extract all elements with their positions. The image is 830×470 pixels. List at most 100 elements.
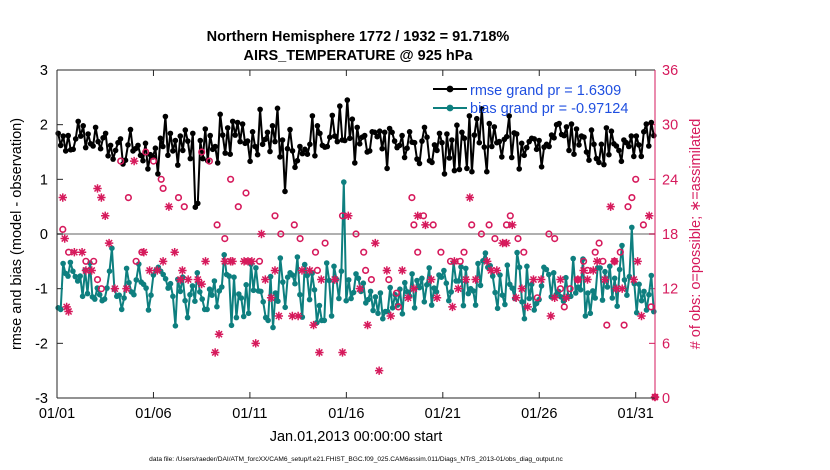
rmse-point	[200, 155, 206, 162]
bias-point	[477, 282, 484, 289]
rmse-point	[641, 129, 647, 135]
rmse-point	[95, 138, 101, 145]
bias-point	[360, 280, 367, 287]
possible-obs-marker	[132, 257, 140, 265]
y-right-tick-label: 24	[662, 172, 678, 188]
bias-point	[489, 273, 496, 279]
assimilated-obs-marker	[139, 248, 149, 257]
possible-obs-marker	[213, 221, 221, 229]
assimilated-obs-marker	[197, 279, 206, 289]
x-tick-labels: 01/01 01/06 01/11 01/16 01/21 01/26 01/31	[39, 406, 654, 422]
possible-obs-marker	[429, 221, 437, 229]
rmse-point	[117, 136, 124, 142]
rmse-point	[214, 160, 221, 166]
bias-point	[616, 266, 623, 273]
possible-obs-marker	[180, 203, 188, 211]
assimilated-obs-marker	[529, 275, 538, 284]
possible-obs-marker	[313, 266, 322, 275]
rmse-point	[264, 129, 271, 136]
bias-point	[301, 261, 308, 268]
assimilated-obs-marker	[454, 284, 463, 293]
possible-obs-marker	[595, 239, 603, 247]
assimilated-obs-marker	[315, 348, 324, 357]
rmse-point	[112, 147, 119, 154]
rmse-point	[274, 105, 281, 112]
assimilated-obs-marker	[461, 275, 471, 284]
rmse-point	[513, 131, 520, 137]
assimilated-obs-marker	[363, 320, 372, 330]
rmse-point	[596, 159, 602, 166]
rmse-point	[533, 146, 540, 153]
rmse-point	[294, 157, 301, 164]
rmse-point	[356, 141, 363, 147]
bias-point	[70, 268, 76, 275]
legend: rmse grand pr = 1.6309 bias grand pr = -…	[433, 83, 628, 117]
y-axis-right-label: # of obs: o=possible; ∗=assimilated	[688, 119, 704, 350]
bias-point	[57, 306, 64, 313]
bias-point	[607, 263, 613, 270]
assimilated-obs-marker	[450, 257, 459, 266]
rmse-point	[616, 147, 622, 154]
bias-point	[372, 294, 379, 300]
assimilated-obs-marker	[104, 238, 114, 248]
bias-point	[460, 302, 467, 309]
possible-obs-marker	[367, 276, 376, 284]
bias-point	[77, 273, 83, 279]
assimilated-obs-marker	[386, 311, 395, 321]
bias-point	[446, 297, 452, 304]
rmse-point	[521, 152, 527, 159]
y-right-tick-label: 12	[662, 282, 678, 298]
bias-point	[516, 264, 523, 271]
rmse-point	[486, 120, 493, 127]
rmse-point	[224, 125, 231, 131]
rmse-point	[292, 164, 298, 171]
rmse-point	[404, 145, 410, 151]
rmse-point	[503, 133, 510, 140]
bias-point	[60, 260, 66, 267]
rmse-point	[444, 131, 450, 137]
rmse-point	[70, 146, 76, 153]
assimilated-obs-marker	[592, 257, 602, 266]
rmse-point	[608, 128, 615, 134]
bias-point	[416, 284, 423, 291]
rmse-point	[244, 138, 251, 144]
bias-point	[424, 282, 430, 288]
assimilated-obs-marker	[220, 257, 230, 266]
rmse-point	[424, 134, 430, 140]
rmse-point	[613, 143, 620, 149]
bias-point	[465, 290, 472, 297]
bias-point	[209, 292, 215, 299]
rmse-point	[252, 143, 258, 150]
possible-obs-marker	[591, 248, 599, 256]
y-right-tick-label: 18	[662, 227, 678, 243]
rmse-point	[202, 126, 209, 132]
assimilated-obs-marker	[579, 266, 588, 275]
bias-point	[206, 286, 213, 293]
rmse-point	[75, 118, 81, 125]
rmse-point	[581, 134, 587, 140]
bias-point	[84, 290, 91, 297]
bias-point	[597, 265, 603, 271]
bias-point	[177, 288, 184, 295]
rmse-point	[190, 130, 196, 137]
assimilated-obs-marker	[606, 202, 615, 211]
rmse-point	[249, 129, 256, 135]
rmse-point	[187, 155, 194, 162]
bias-point	[92, 296, 98, 302]
rmse-point	[229, 118, 236, 125]
bias-point	[321, 317, 328, 324]
bias-point	[275, 298, 281, 305]
possible-obs-marker	[149, 157, 158, 165]
bias-point	[377, 290, 384, 296]
rmse-point	[259, 141, 266, 148]
possible-obs-marker	[392, 289, 401, 297]
assimilated-obs-marker	[546, 311, 556, 321]
assimilated-obs-marker	[413, 211, 422, 220]
y-left-tick-label: 0	[40, 227, 48, 243]
bias-point	[521, 315, 528, 322]
rmse-point	[371, 129, 378, 136]
rmse-point	[100, 135, 106, 141]
assimilated-obs-marker	[562, 293, 571, 302]
rmse-point	[354, 124, 361, 131]
bias-point	[399, 311, 406, 317]
